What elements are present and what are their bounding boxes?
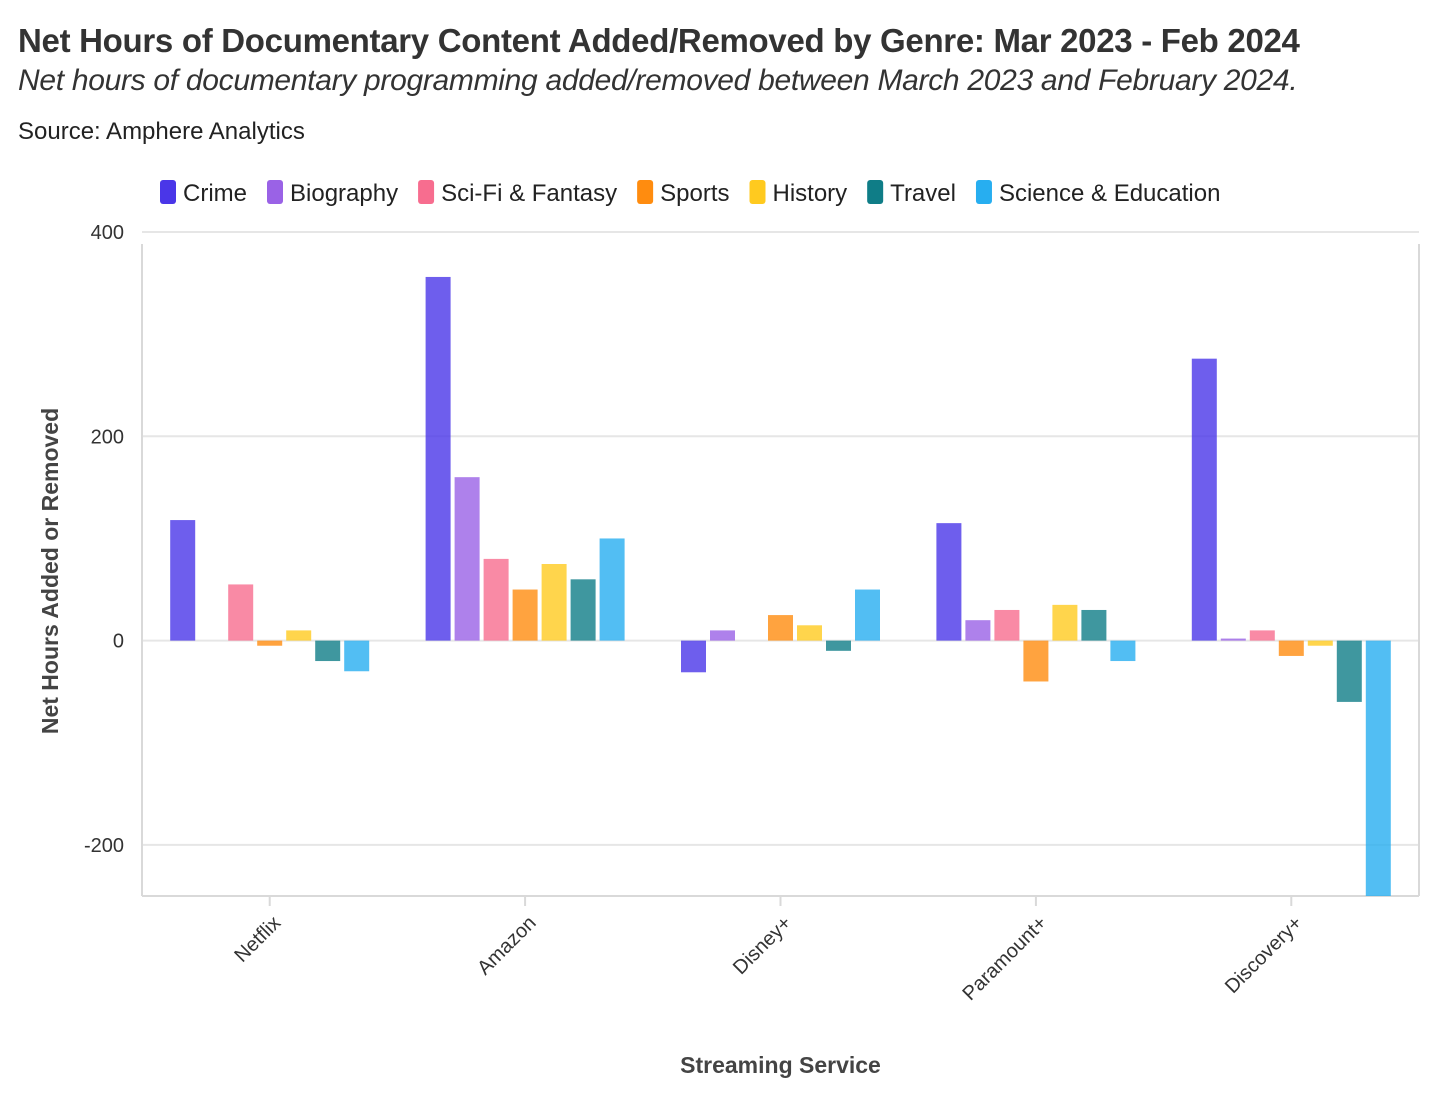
y-axis-title: Net Hours Added or Removed	[37, 408, 63, 734]
y-tick-label: 200	[91, 426, 124, 448]
bar-disney-science-education[interactable]	[855, 589, 880, 641]
bar-disney-sports[interactable]	[768, 615, 793, 641]
bar-paramount-sci-fi-fantasy[interactable]	[994, 609, 1020, 641]
y-tick-label: 400	[91, 222, 124, 244]
y-tick-label: 0	[113, 631, 124, 653]
bar-amazon-sports[interactable]	[512, 589, 538, 641]
x-tick-label-disney: Disney+	[729, 912, 796, 979]
bar-paramount-history[interactable]	[1052, 604, 1078, 641]
x-axis-title: Streaming Service	[680, 1052, 881, 1078]
chart-subtitle: Net hours of documentary programming add…	[18, 64, 1298, 97]
bar-netflix-sci-fi-fantasy[interactable]	[228, 584, 254, 641]
bar-netflix-travel[interactable]	[315, 640, 341, 662]
legend-swatch	[975, 180, 992, 204]
legend-label: History	[773, 180, 848, 207]
chart-source: Source: Amphere Analytics	[18, 118, 305, 145]
chart-title: Net Hours of Documentary Content Added/R…	[18, 22, 1300, 59]
bar-paramount-biography[interactable]	[965, 620, 991, 641]
legend-item-crime[interactable]: Crime	[160, 180, 247, 207]
bar-amazon-travel[interactable]	[570, 579, 596, 641]
legend-label: Crime	[183, 180, 247, 207]
legend-label: Biography	[290, 180, 398, 207]
legend-item-sci-fi-fantasy[interactable]: Sci-Fi & Fantasy	[418, 180, 617, 207]
bar-netflix-science-education[interactable]	[344, 640, 370, 672]
bar-paramount-sports[interactable]	[1023, 640, 1049, 682]
bar-amazon-history[interactable]	[541, 564, 567, 641]
bar-discovery-crime[interactable]	[1191, 358, 1217, 641]
x-tick-label-netflix: Netflix	[230, 912, 285, 967]
bar-disney-history[interactable]	[797, 625, 822, 641]
bar-disney-travel[interactable]	[826, 640, 851, 651]
legend-item-travel[interactable]: Travel	[867, 180, 956, 207]
bar-discovery-history[interactable]	[1307, 640, 1333, 646]
bar-discovery-biography[interactable]	[1220, 638, 1246, 641]
y-tick-label: -200	[84, 835, 124, 857]
bar-netflix-crime[interactable]	[170, 520, 196, 641]
bar-paramount-science-education[interactable]	[1110, 640, 1136, 662]
legend-label: Science & Education	[999, 180, 1220, 207]
legend-label: Sci-Fi & Fantasy	[441, 180, 617, 207]
bar-paramount-crime[interactable]	[936, 523, 962, 641]
legend-item-biography[interactable]: Biography	[267, 180, 398, 207]
legend-swatch	[418, 180, 435, 204]
bar-discovery-science-education[interactable]	[1365, 640, 1391, 896]
legend-item-science-education[interactable]: Science & Education	[975, 180, 1220, 207]
bar-paramount-travel[interactable]	[1081, 609, 1107, 641]
x-tick-label-discovery: Discovery+	[1221, 912, 1307, 998]
legend-swatch	[749, 180, 766, 204]
x-tick-label-amazon: Amazon	[473, 912, 540, 979]
legend-item-sports[interactable]: Sports	[637, 180, 730, 207]
legend-swatch	[160, 180, 176, 204]
legend-swatch	[867, 180, 884, 204]
bar-amazon-sci-fi-fantasy[interactable]	[483, 558, 509, 641]
legend-swatch	[637, 180, 654, 204]
bar-amazon-biography[interactable]	[454, 477, 480, 641]
bar-netflix-sports[interactable]	[257, 640, 283, 646]
legend-swatch	[267, 180, 283, 204]
legend-label: Travel	[890, 180, 956, 207]
bar-disney-crime[interactable]	[681, 640, 706, 673]
bar-discovery-sports[interactable]	[1278, 640, 1304, 656]
bar-discovery-travel[interactable]	[1336, 640, 1362, 702]
bar-discovery-sci-fi-fantasy[interactable]	[1249, 630, 1275, 641]
legend-label: Sports	[660, 180, 729, 207]
bar-amazon-crime[interactable]	[425, 276, 451, 641]
x-tick-label-paramount: Paramount+	[958, 912, 1051, 1005]
bar-amazon-science-education[interactable]	[599, 538, 625, 641]
legend-item-history[interactable]: History	[749, 180, 848, 207]
bar-netflix-history[interactable]	[286, 630, 312, 641]
bar-disney-biography[interactable]	[710, 630, 735, 641]
